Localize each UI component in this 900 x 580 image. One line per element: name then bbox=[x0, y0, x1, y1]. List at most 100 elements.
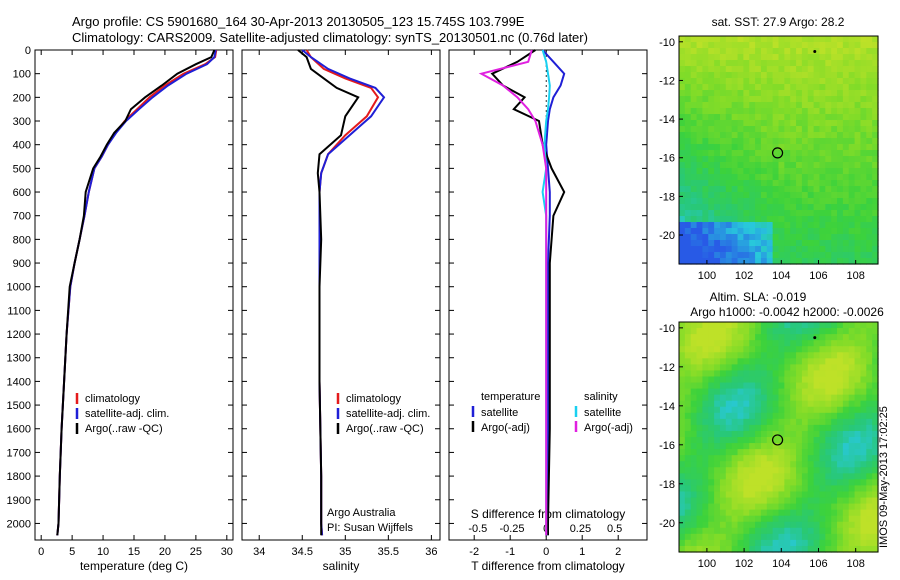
map-cell bbox=[842, 42, 850, 49]
map-cell bbox=[772, 521, 780, 529]
map-cell bbox=[743, 388, 750, 396]
map-cell bbox=[807, 358, 815, 365]
map-cell bbox=[807, 84, 815, 91]
map-cell bbox=[749, 36, 756, 43]
map-cell bbox=[696, 36, 704, 43]
map-cell bbox=[848, 138, 856, 145]
map-cell bbox=[842, 370, 850, 378]
map-cell bbox=[825, 102, 832, 109]
map-cell bbox=[690, 443, 698, 450]
map-cell bbox=[825, 150, 832, 157]
map-cell bbox=[731, 515, 739, 523]
map-cell bbox=[737, 84, 744, 91]
map-cell bbox=[790, 340, 797, 347]
map-cell bbox=[708, 527, 715, 535]
map-cell bbox=[749, 258, 756, 265]
map-cell bbox=[831, 400, 838, 408]
map-cell bbox=[784, 84, 791, 91]
map-cell bbox=[831, 376, 838, 384]
map-cell bbox=[813, 430, 821, 438]
map-cell bbox=[690, 388, 698, 396]
map-cell bbox=[725, 120, 733, 127]
map-cell bbox=[719, 334, 727, 341]
map-cell bbox=[755, 204, 762, 211]
map-cell bbox=[684, 497, 692, 505]
map-xtick-label-1-2: 104 bbox=[772, 558, 790, 570]
map-cell bbox=[842, 394, 850, 402]
map-cell bbox=[854, 126, 862, 133]
map-cell bbox=[755, 443, 762, 450]
map-cell bbox=[831, 358, 838, 365]
map-cell bbox=[749, 370, 756, 378]
map-cell bbox=[848, 78, 856, 85]
map-cell bbox=[737, 443, 744, 450]
map-cell bbox=[737, 78, 744, 85]
map-cell bbox=[866, 42, 873, 49]
map-cell bbox=[743, 210, 750, 217]
map-cell bbox=[772, 455, 780, 462]
map-cell bbox=[731, 54, 739, 61]
map-cell bbox=[813, 449, 821, 456]
map-cell bbox=[807, 322, 815, 329]
map-cell bbox=[760, 394, 768, 402]
map-cell bbox=[842, 479, 850, 487]
map-cell bbox=[807, 340, 815, 347]
map-cell bbox=[679, 102, 686, 109]
map-cell bbox=[778, 400, 785, 408]
map-cell bbox=[807, 437, 815, 444]
map-cell bbox=[819, 168, 826, 175]
map-cell bbox=[831, 503, 838, 511]
map-cell bbox=[772, 66, 780, 73]
map-cell bbox=[725, 180, 733, 187]
map-cell bbox=[679, 192, 686, 199]
map-cell bbox=[831, 406, 838, 414]
map-cell bbox=[860, 96, 867, 103]
map-cell bbox=[749, 461, 756, 468]
map-cell bbox=[731, 48, 739, 55]
map-cell bbox=[872, 210, 879, 217]
map-cell bbox=[831, 138, 838, 145]
map-cell bbox=[760, 60, 768, 67]
map-cell bbox=[778, 144, 785, 151]
map-cell bbox=[848, 364, 856, 372]
map-cell bbox=[708, 400, 715, 408]
map-cell bbox=[755, 132, 762, 139]
map-cell bbox=[831, 90, 838, 97]
map-cell bbox=[866, 503, 873, 511]
xtick-label-0-6: 30 bbox=[221, 546, 233, 558]
map-cell bbox=[743, 394, 750, 402]
map-cell bbox=[731, 437, 739, 444]
map-cell bbox=[743, 48, 750, 55]
map-cell bbox=[725, 527, 733, 535]
map-cell bbox=[702, 66, 709, 73]
map-cell bbox=[772, 467, 780, 474]
map-cell bbox=[860, 352, 867, 359]
map-cell bbox=[860, 42, 867, 49]
map-cell bbox=[708, 449, 715, 456]
map-cell bbox=[872, 437, 879, 444]
map-cell bbox=[725, 48, 733, 55]
map-cell bbox=[766, 370, 774, 378]
map-cell bbox=[837, 252, 844, 259]
map-cell bbox=[784, 186, 791, 193]
map-cell bbox=[702, 449, 709, 456]
map-cell bbox=[854, 467, 862, 474]
map-cell bbox=[842, 521, 850, 529]
map-cell bbox=[719, 156, 727, 163]
map-cell bbox=[790, 497, 797, 505]
map-cell bbox=[719, 455, 727, 462]
map-cell bbox=[831, 240, 838, 247]
map-cell bbox=[702, 198, 709, 205]
map-cell bbox=[743, 192, 750, 199]
legend-label-1-2: Argo(..raw -QC) bbox=[346, 423, 424, 435]
map-cell bbox=[755, 346, 762, 353]
map-cell bbox=[743, 382, 750, 390]
map-cell bbox=[837, 376, 844, 384]
map-cell bbox=[866, 60, 873, 67]
map-cell bbox=[831, 96, 838, 103]
map-cell bbox=[807, 132, 815, 139]
map-cell bbox=[796, 406, 803, 414]
map-cell bbox=[801, 120, 809, 127]
map-cell bbox=[702, 461, 709, 468]
map-cell bbox=[801, 352, 809, 359]
